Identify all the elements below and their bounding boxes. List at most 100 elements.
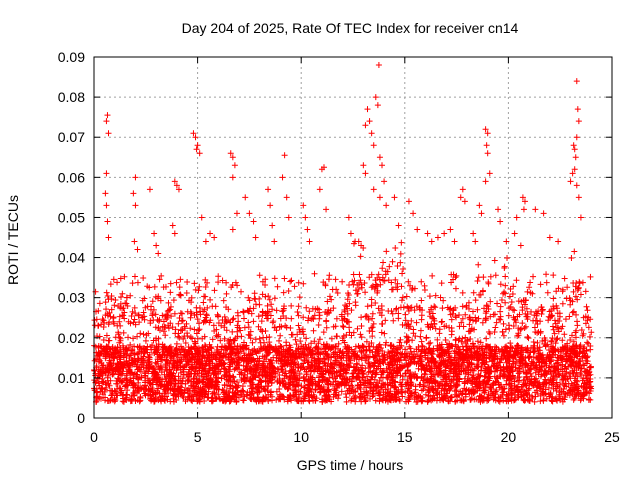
data-point [310,327,317,334]
data-point [550,295,557,302]
data-point [583,303,590,310]
data-point [577,214,584,221]
data-point [120,329,127,336]
data-point [555,371,562,378]
data-point [274,365,281,372]
data-point [103,289,110,296]
data-point [319,396,326,403]
data-point [405,307,412,314]
data-point [164,396,171,403]
data-point [115,329,122,336]
data-point [497,308,504,315]
data-point [420,383,427,390]
data-point [239,387,246,394]
data-point [397,356,404,363]
data-point [296,329,303,336]
data-point [272,369,279,376]
data-point [298,398,305,405]
data-point [344,296,351,303]
data-point [186,388,193,395]
data-point [162,324,169,331]
data-point [424,356,431,363]
data-point [300,331,307,338]
data-point [124,381,131,388]
data-point [377,365,384,372]
data-point [280,393,287,400]
data-point [265,308,272,315]
data-point [131,304,138,311]
data-point [178,390,185,397]
data-point [226,385,233,392]
data-point [553,387,560,394]
data-point [155,250,162,257]
data-point [265,293,272,300]
data-point [215,319,222,326]
data-point [233,210,240,217]
data-point [369,310,376,317]
data-point [297,348,304,355]
data-point [554,366,561,373]
data-point [572,293,579,300]
data-point [387,343,394,350]
data-point [538,310,545,317]
data-point [579,377,586,384]
data-point [241,393,248,400]
data-point [426,293,433,300]
data-point [445,350,452,357]
data-point [293,376,300,383]
data-point [191,326,198,333]
data-point [461,359,468,366]
data-point [407,356,414,363]
data-point [316,336,323,343]
data-point [549,377,556,384]
data-point [229,316,236,323]
data-point [323,318,330,325]
data-point [421,286,428,293]
data-point [301,356,308,363]
data-point [584,339,591,346]
data-point [482,126,489,133]
data-point [97,395,104,402]
data-point [474,306,481,313]
data-point [502,290,509,297]
data-point [391,194,398,201]
data-point [455,345,462,352]
data-point [452,366,459,373]
data-point [178,326,185,333]
data-point [147,320,154,327]
data-point [358,355,365,362]
data-point [523,305,530,312]
data-point [349,375,356,382]
data-point [219,277,226,284]
data-point [391,384,398,391]
data-point [386,263,393,270]
data-point [179,375,186,382]
data-point [294,354,301,361]
data-point [378,329,385,336]
data-point [361,280,368,287]
data-point [396,364,403,371]
data-point [285,357,292,364]
data-point [583,367,590,374]
data-point [287,361,294,368]
data-point [279,174,286,181]
data-point [520,206,527,213]
data-point [131,273,138,280]
data-point [510,323,517,330]
data-point [426,345,433,352]
data-point [361,394,368,401]
data-point [205,394,212,401]
data-point [145,392,152,399]
data-point [176,334,183,341]
data-point [134,246,141,253]
data-point [555,325,562,332]
data-point [306,238,313,245]
data-point [560,385,567,392]
data-point [173,340,180,347]
data-point [325,306,332,313]
data-point [472,297,479,304]
data-point [405,278,412,285]
data-point [499,355,506,362]
data-point [247,377,254,384]
data-point [476,343,483,350]
